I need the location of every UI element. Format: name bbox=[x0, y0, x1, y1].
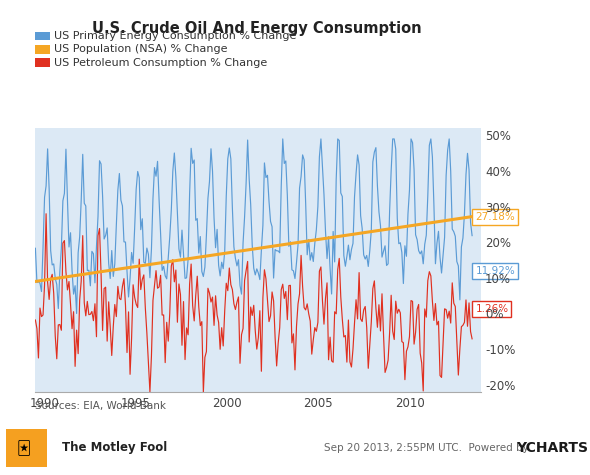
Text: US Primary Energy Consumption % Change: US Primary Energy Consumption % Change bbox=[54, 31, 297, 41]
Text: U.S. Crude Oil And Energy Consumption: U.S. Crude Oil And Energy Consumption bbox=[92, 21, 421, 37]
Text: 1.26%: 1.26% bbox=[476, 304, 509, 314]
Text: The Motley Fool: The Motley Fool bbox=[62, 441, 167, 454]
Text: 27.18%: 27.18% bbox=[476, 212, 515, 222]
Text: 11.92%: 11.92% bbox=[476, 266, 515, 276]
Text: US Population (NSA) % Change: US Population (NSA) % Change bbox=[54, 44, 228, 55]
Text: Sep 20 2013, 2:55PM UTC.  Powered by: Sep 20 2013, 2:55PM UTC. Powered by bbox=[324, 443, 529, 453]
Bar bbox=[6, 428, 47, 467]
Text: US Petroleum Consumption % Change: US Petroleum Consumption % Change bbox=[54, 57, 267, 68]
Text: Sources: EIA, World Bank: Sources: EIA, World Bank bbox=[35, 401, 166, 411]
Text: 🃏: 🃏 bbox=[17, 440, 31, 456]
Text: YCHARTS: YCHARTS bbox=[516, 441, 588, 455]
